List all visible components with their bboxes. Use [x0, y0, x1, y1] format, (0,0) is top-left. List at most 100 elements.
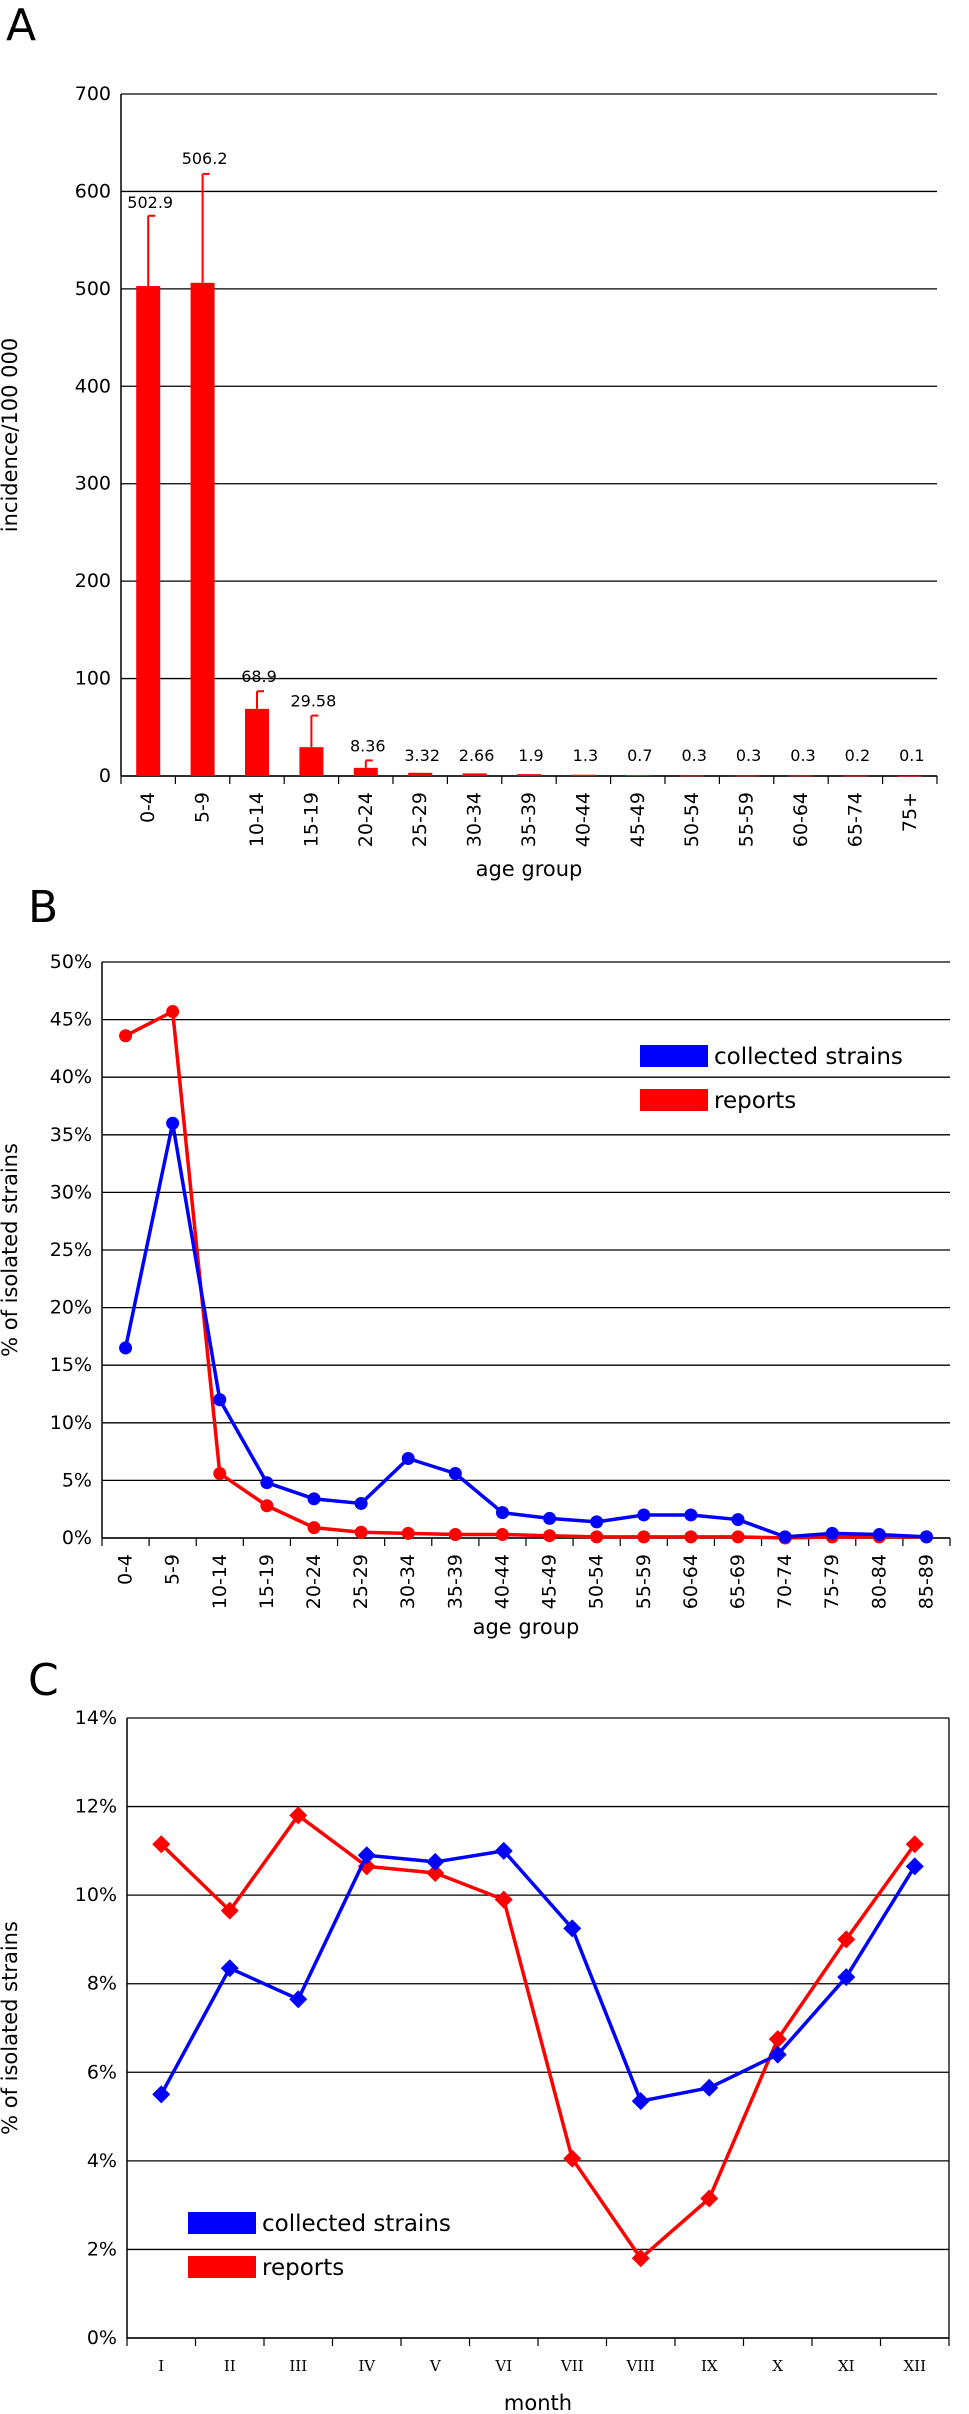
data-point: [905, 1857, 924, 1876]
data-point: [731, 1530, 745, 1544]
data-point: [354, 1525, 368, 1539]
y-tick-label: 15%: [50, 1354, 92, 1376]
data-point: [260, 1476, 274, 1490]
x-tick-label: 5-9: [162, 1554, 184, 1585]
x-tick-label: 70-74: [774, 1554, 796, 1609]
bar: [136, 286, 161, 776]
x-tick-label: 45-49: [539, 1554, 561, 1609]
data-point: [152, 1835, 171, 1854]
legend-swatch: [188, 2212, 256, 2234]
data-label: 1.3: [573, 746, 598, 765]
data-point: [166, 1005, 180, 1019]
x-tick-label: 30-34: [464, 792, 486, 847]
data-point: [213, 1466, 227, 1480]
data-point: [119, 1341, 133, 1355]
x-tick-label: 45-49: [627, 792, 649, 847]
data-point: [905, 1835, 924, 1854]
data-point: [700, 2078, 719, 2097]
data-label: 1.9: [518, 746, 543, 765]
data-point: [220, 1901, 239, 1920]
y-tick-label: 50%: [50, 951, 92, 973]
x-axis-title: age group: [473, 1615, 580, 1639]
x-tick-label: I: [158, 2357, 164, 2375]
x-tick-label: 75+: [899, 792, 921, 832]
data-point: [700, 2189, 719, 2208]
x-tick-label: XI: [838, 2357, 855, 2375]
legend-label: collected strains: [262, 2211, 451, 2237]
data-point: [289, 1990, 308, 2009]
y-tick-label: 40%: [50, 1066, 92, 1088]
data-label: 0.7: [627, 746, 652, 765]
bar: [571, 774, 596, 776]
data-point: [684, 1530, 698, 1544]
data-point: [448, 1528, 462, 1542]
x-tick-label: IX: [701, 2357, 718, 2375]
x-axis-title: age group: [476, 857, 583, 881]
data-label: 506.2: [182, 149, 228, 168]
x-tick-label: 15-19: [300, 792, 322, 847]
y-tick-label: 600: [75, 180, 111, 202]
data-point: [684, 1508, 698, 1522]
y-tick-label: 0: [99, 765, 111, 787]
data-label: 502.9: [127, 193, 173, 212]
x-tick-label: 80-84: [868, 1554, 890, 1609]
x-tick-label: 0-4: [115, 1554, 137, 1585]
x-tick-label: 20-24: [355, 792, 377, 847]
y-tick-label: 25%: [50, 1239, 92, 1261]
y-tick-label: 400: [75, 375, 111, 397]
data-point: [401, 1452, 415, 1466]
series-line-reports: [124, 1009, 927, 1540]
x-tick-label: VI: [494, 2357, 512, 2375]
y-tick-label: 300: [75, 473, 111, 495]
data-point: [213, 1393, 227, 1407]
x-tick-label: 10-14: [209, 1554, 231, 1609]
data-point: [768, 2030, 787, 2049]
series-line-collected-strains: [159, 1849, 917, 2103]
data-point: [778, 1530, 792, 1544]
data-point: [731, 1513, 745, 1527]
data-point: [637, 1530, 651, 1544]
data-label: 29.58: [290, 692, 336, 711]
data-label: 2.66: [459, 746, 495, 765]
x-tick-label: X: [772, 2357, 783, 2375]
chart-c: 0%2%4%6%8%10%12%14%I II III IV V VI VII VIII IX X…: [0, 1707, 950, 2414]
y-tick-label: 35%: [50, 1124, 92, 1146]
bar: [680, 775, 705, 777]
data-point: [426, 1852, 445, 1871]
x-tick-label: 40-44: [572, 792, 594, 847]
y-tick-label: 12%: [75, 1796, 117, 1818]
bar: [843, 775, 868, 777]
bar: [897, 775, 922, 777]
x-tick-label: IV: [358, 2357, 376, 2375]
x-tick-label: 15-19: [256, 1554, 278, 1609]
x-tick-label: V: [429, 2357, 442, 2375]
data-point: [631, 2092, 650, 2111]
x-axis-title: month: [504, 2391, 572, 2414]
data-point: [152, 2085, 171, 2104]
data-point: [448, 1466, 462, 1480]
x-tick-label: 75-79: [821, 1554, 843, 1609]
bar: [190, 282, 215, 776]
x-tick-label: 40-44: [491, 1554, 513, 1609]
x-tick-label: VIII: [625, 2357, 655, 2375]
data-point: [837, 1930, 856, 1949]
data-label: 3.32: [404, 746, 440, 765]
data-point: [637, 1508, 651, 1522]
data-label: 0.3: [790, 746, 815, 765]
y-tick-label: 20%: [50, 1297, 92, 1319]
x-tick-label: 65-69: [727, 1554, 749, 1609]
x-tick-label: 25-29: [409, 792, 431, 847]
data-point: [289, 1806, 308, 1825]
data-point: [563, 2149, 582, 2168]
y-tick-label: 100: [75, 668, 111, 690]
bar: [517, 774, 541, 776]
bar: [299, 747, 324, 776]
y-tick-label: 30%: [50, 1181, 92, 1203]
x-tick-label: 55-59: [736, 792, 758, 847]
y-axis-title: % of isolated strains: [0, 1143, 22, 1357]
data-point: [872, 1528, 886, 1542]
x-tick-label: 0-4: [137, 792, 159, 823]
data-point: [119, 1029, 133, 1043]
y-tick-label: 500: [75, 278, 111, 300]
